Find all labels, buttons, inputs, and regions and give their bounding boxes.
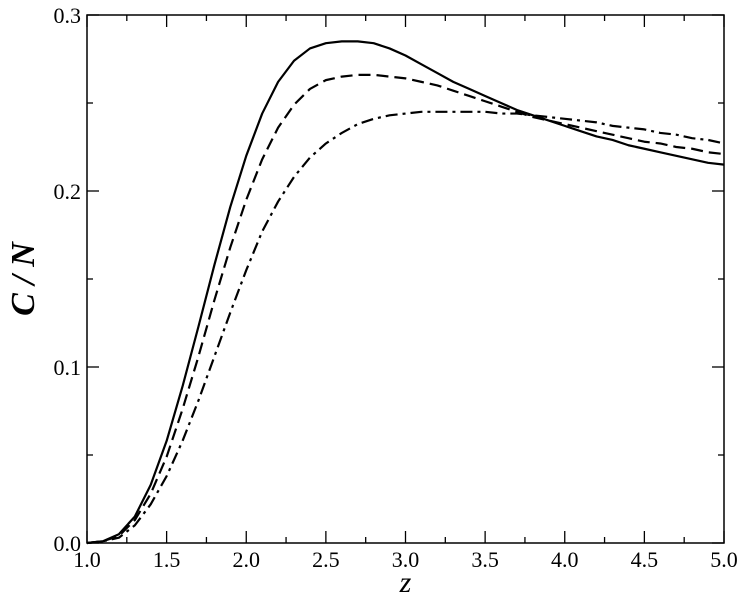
x-tick-label: 1.5 [153,547,181,572]
y-tick-label: 0.3 [54,3,82,28]
y-tick-label: 0.0 [54,531,82,556]
x-tick-label: 4.5 [631,547,659,572]
series-line-solid [86,40,725,545]
x-tick-label: 3.0 [392,547,420,572]
x-tick-label: 1.0 [73,547,101,572]
series-line-dashed [86,73,725,545]
x-tick-label: 5.0 [710,547,738,572]
y-tick-label: 0.1 [54,355,82,380]
series-line-dash-dot [86,110,725,545]
x-axis-label: z [399,566,412,599]
x-tick-label: 3.5 [471,547,499,572]
x-tick-label: 4.0 [551,547,579,572]
y-tick-label: 0.2 [54,179,82,204]
ticks-layer: 1.0 1.5 2.0 2.5 3.0 3.5 4.0 4.5 5.0 0.0 0.1 0.2 0.3 [54,3,738,572]
plot-frame [86,14,725,544]
x-tick-label: 2.5 [312,547,340,572]
y-axis-label: C / N [5,241,42,316]
series-layer [86,40,725,545]
x-tick-label: 2.0 [233,547,261,572]
